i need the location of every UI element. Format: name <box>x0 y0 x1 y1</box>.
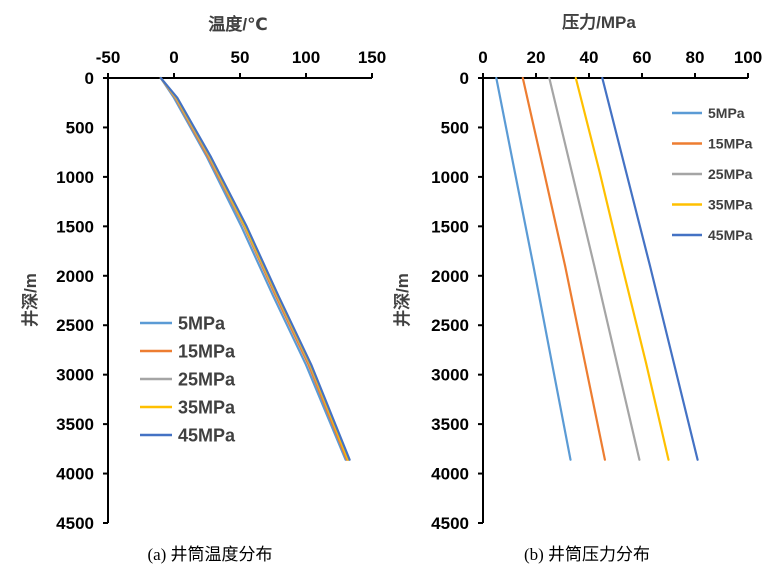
legend-label: 25MPa <box>708 166 753 182</box>
series-line-15mpa <box>521 76 607 461</box>
y-tick-label: 4500 <box>56 514 94 533</box>
y-tick-label: 1000 <box>431 168 469 187</box>
x-tick-label: 80 <box>686 48 705 67</box>
y-tick-label: 4000 <box>431 465 469 484</box>
legend-label: 15MPa <box>708 136 753 152</box>
series-line-45mpa <box>159 76 351 461</box>
y-tick-label: 1500 <box>431 217 469 236</box>
y-tick-label: 1000 <box>56 168 94 187</box>
y-tick-label: 4000 <box>56 465 94 484</box>
x-tick-label: 0 <box>478 48 487 67</box>
x-tick-label: 60 <box>633 48 652 67</box>
y-tick-label: 3000 <box>431 366 469 385</box>
y-tick-label: 2000 <box>431 267 469 286</box>
chart-caption: (a) 井筒温度分布 <box>147 545 272 564</box>
y-tick-label: 500 <box>66 118 94 137</box>
legend-label: 45MPa <box>708 227 753 243</box>
y-tick-label: 1500 <box>56 217 94 236</box>
y-tick-label: 2000 <box>56 267 94 286</box>
x-tick-label: 100 <box>734 48 762 67</box>
y-tick-label: 0 <box>460 69 469 88</box>
legend-label: 25MPa <box>178 369 236 389</box>
legend-label: 35MPa <box>708 197 753 213</box>
series-line-45mpa <box>601 76 699 461</box>
chart-pressure: 0 20 40 60 80 1000500100015002000250030003500… <box>392 12 762 564</box>
x-tick-label: -50 <box>96 48 121 67</box>
legend-label: 35MPa <box>178 397 236 417</box>
y-tick-label: 2500 <box>431 316 469 335</box>
y-axis-title: 井深/m <box>392 273 412 327</box>
chart-caption: (b) 井筒压力分布 <box>524 545 650 564</box>
x-tick-label: 100 <box>292 48 320 67</box>
series-line-5mpa <box>495 76 572 461</box>
y-axis-title: 井深/m <box>20 273 40 327</box>
legend-label: 5MPa <box>708 105 745 121</box>
y-tick-label: 4500 <box>431 514 469 533</box>
chart-temperature: -50 0 50 100 1500500100015002000250030003500… <box>20 14 386 564</box>
y-tick-label: 3000 <box>56 366 94 385</box>
legend-label: 5MPa <box>178 313 226 333</box>
series-line-25mpa <box>548 76 641 461</box>
series-line-35mpa <box>574 76 670 461</box>
y-tick-label: 3500 <box>431 415 469 434</box>
x-tick-label: 0 <box>169 48 178 67</box>
legend-label: 45MPa <box>178 425 236 445</box>
x-axis-title: 压力/MPa <box>562 12 636 32</box>
y-tick-label: 3500 <box>56 415 94 434</box>
y-tick-label: 2500 <box>56 316 94 335</box>
x-tick-label: 40 <box>580 48 599 67</box>
x-tick-label: 50 <box>231 48 250 67</box>
legend-label: 15MPa <box>178 341 236 361</box>
y-tick-label: 500 <box>441 118 469 137</box>
x-tick-label: 150 <box>358 48 386 67</box>
y-tick-label: 0 <box>85 69 94 88</box>
legend: 5MPa 15MPa 25MPa 35MPa 45MPa <box>672 105 753 243</box>
legend: 5MPa 15MPa 25MPa 35MPa 45MPa <box>140 313 236 445</box>
x-axis-title: 温度/℃ <box>208 14 267 34</box>
x-tick-label: 20 <box>527 48 546 67</box>
